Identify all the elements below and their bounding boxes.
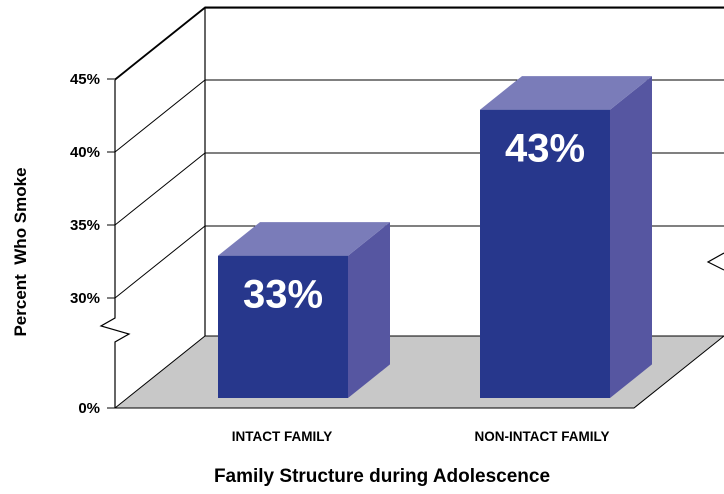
data-label: 43% <box>505 127 585 171</box>
y-axis-line <box>99 80 131 408</box>
y-tick-label: 45% <box>70 71 100 88</box>
bars: 33% 43% <box>218 76 652 398</box>
y-axis-title: Percent Who Smoke <box>11 167 30 336</box>
gridline <box>114 6 724 80</box>
right-edge-break <box>706 252 724 271</box>
bar-front-face <box>218 255 348 398</box>
category-label: INTACT FAMILY <box>232 429 333 444</box>
bar-front-face <box>480 109 610 398</box>
y-tick-label: 35% <box>70 217 100 234</box>
y-tick-label: 0% <box>78 400 100 417</box>
left-wall-top <box>114 7 206 81</box>
bar: 33% <box>218 222 390 398</box>
y-tick-labels: 0% 30% 35% 40% 45% <box>70 71 115 417</box>
category-label: NON-INTACT FAMILY <box>475 429 610 444</box>
y-tick-label: 40% <box>70 144 100 161</box>
y-tick-label: 30% <box>70 290 100 307</box>
bar-side-face <box>610 76 652 398</box>
bar: 43% <box>480 76 652 398</box>
data-label: 33% <box>243 273 323 317</box>
bar-top-face <box>480 76 652 110</box>
bar-top-face <box>218 222 390 256</box>
x-axis-title: Family Structure during Adolescence <box>214 466 550 487</box>
bar-side-face <box>348 222 390 398</box>
